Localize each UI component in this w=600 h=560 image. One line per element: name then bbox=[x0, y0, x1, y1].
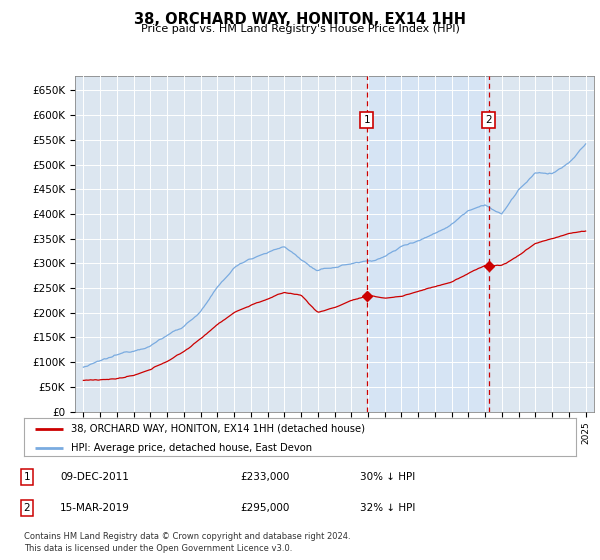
Text: 09-DEC-2011: 09-DEC-2011 bbox=[60, 473, 129, 482]
Text: Contains HM Land Registry data © Crown copyright and database right 2024.
This d: Contains HM Land Registry data © Crown c… bbox=[24, 533, 350, 553]
Text: £295,000: £295,000 bbox=[240, 503, 289, 513]
Text: Price paid vs. HM Land Registry's House Price Index (HPI): Price paid vs. HM Land Registry's House … bbox=[140, 24, 460, 34]
Text: 1: 1 bbox=[23, 473, 31, 482]
Text: 38, ORCHARD WAY, HONITON, EX14 1HH (detached house): 38, ORCHARD WAY, HONITON, EX14 1HH (deta… bbox=[71, 424, 365, 434]
Text: 1: 1 bbox=[364, 115, 370, 125]
Text: 32% ↓ HPI: 32% ↓ HPI bbox=[360, 503, 415, 513]
Text: 38, ORCHARD WAY, HONITON, EX14 1HH: 38, ORCHARD WAY, HONITON, EX14 1HH bbox=[134, 12, 466, 27]
Text: £233,000: £233,000 bbox=[240, 473, 289, 482]
Text: 2: 2 bbox=[485, 115, 492, 125]
Text: HPI: Average price, detached house, East Devon: HPI: Average price, detached house, East… bbox=[71, 443, 312, 453]
Text: 2: 2 bbox=[23, 503, 31, 513]
Text: 30% ↓ HPI: 30% ↓ HPI bbox=[360, 473, 415, 482]
Bar bbox=[367, 76, 488, 412]
Text: 15-MAR-2019: 15-MAR-2019 bbox=[60, 503, 130, 513]
